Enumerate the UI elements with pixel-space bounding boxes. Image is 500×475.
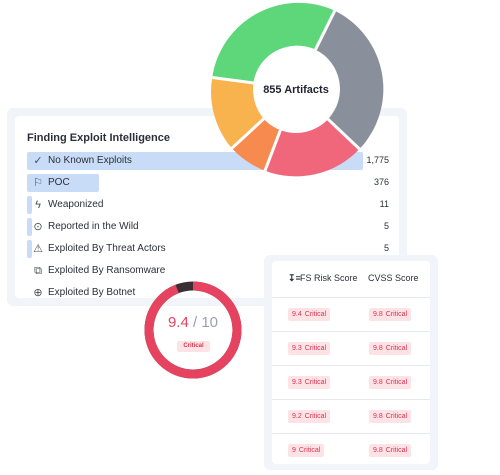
risk-table-header: ↧≡ FS Risk Score CVSS Score <box>272 261 430 298</box>
flag-icon: ⚐ <box>33 177 43 189</box>
table-row[interactable]: 9.3 Critical 9.8 Critical <box>272 332 430 366</box>
table-row[interactable]: 9 Critical 9.8 Critical <box>272 434 430 467</box>
exploit-bar <box>27 174 99 192</box>
donut-segment-red[interactable] <box>265 119 360 177</box>
exploit-bar <box>27 218 32 236</box>
donut-segment-orange[interactable] <box>231 118 281 171</box>
donut-segments: 855 Artifacts <box>211 2 384 177</box>
donut-dividers <box>212 10 361 172</box>
fs-risk-badge: 9 Critical <box>288 444 325 457</box>
cvss-badge: 9.8 Critical <box>369 342 412 355</box>
ransomware-icon: ⧉ <box>34 265 42 277</box>
exploit-row-label: Weaponized <box>48 199 104 210</box>
check-icon: ✓ <box>33 155 43 167</box>
exploit-bar <box>27 240 32 258</box>
exploit-row-label: No Known Exploits <box>48 155 132 166</box>
score-gauge <box>144 281 242 379</box>
location-pin-icon: ⊙ <box>33 221 43 233</box>
warning-icon: ⚠ <box>33 243 43 255</box>
exploit-row-weaponized[interactable]: ϟ Weaponized 11 <box>15 196 399 214</box>
exploit-row-value: 5 <box>383 243 389 253</box>
gauge-critical-badge: Critical <box>177 341 210 352</box>
exploit-row-value: 5 <box>383 221 389 231</box>
donut-segment-green[interactable] <box>212 2 335 83</box>
exploit-row-label: POC <box>48 177 70 188</box>
exploit-row-label: Exploited By Threat Actors <box>48 243 166 254</box>
exploit-row-botnet[interactable]: ⊕ Exploited By Botnet <box>15 284 399 302</box>
fs-risk-badge: 9.2 Critical <box>288 410 331 423</box>
exploit-row-poc[interactable]: ⚐ POC 376 <box>15 174 399 192</box>
exploit-panel-title: Finding Exploit Intelligence <box>27 132 171 144</box>
exploit-bar <box>27 196 32 214</box>
artifacts-count-label: 855 Artifacts <box>263 84 329 96</box>
exploit-row-label: Exploited By Ransomware <box>48 265 166 276</box>
gauge-arc <box>144 281 242 379</box>
exploit-row-threat-actors[interactable]: ⚠ Exploited By Threat Actors 5 <box>15 240 399 258</box>
donut-hole <box>253 46 339 132</box>
gauge-score-max: / 10 <box>193 314 219 331</box>
table-row[interactable]: 9.2 Critical 9.8 Critical <box>272 400 430 434</box>
gauge-score-value: 9.4 <box>167 314 189 331</box>
cvss-badge: 9.8 Critical <box>369 308 412 321</box>
fs-risk-score-header[interactable]: FS Risk Score <box>300 273 358 283</box>
risk-score-table: ↧≡ FS Risk Score CVSS Score 9.4 Critical … <box>272 261 430 464</box>
exploit-row-reported-in-the-wild[interactable]: ⊙ Reported in the Wild 5 <box>15 218 399 236</box>
cvss-badge: 9.8 Critical <box>369 444 412 457</box>
table-row[interactable]: 9.4 Critical 9.8 Critical <box>272 298 430 332</box>
fs-risk-badge: 9.4 Critical <box>288 308 331 321</box>
table-row[interactable]: 9.3 Critical 9.8 Critical <box>272 366 430 400</box>
exploit-row-value: 376 <box>373 177 389 187</box>
gauge-score-text: 9.4 / 10 <box>143 314 243 331</box>
cvss-badge: 9.8 Critical <box>369 410 412 423</box>
exploit-row-label: Exploited By Botnet <box>48 287 136 298</box>
risk-score-card: ↧≡ FS Risk Score CVSS Score 9.4 Critical … <box>264 255 438 470</box>
sort-icon[interactable]: ↧≡ <box>288 273 301 283</box>
cvss-score-header[interactable]: CVSS Score <box>368 273 419 283</box>
exploit-row-label: Reported in the Wild <box>48 221 139 232</box>
donut-segment-gray[interactable] <box>315 10 384 149</box>
exploit-row-value: 1,775 <box>366 155 389 165</box>
exploit-row-value: 11 <box>379 199 389 209</box>
fs-risk-badge: 9.3 Critical <box>288 342 331 355</box>
artifacts-donut: 855 Artifacts <box>211 2 384 177</box>
cvss-badge: 9.8 Critical <box>369 376 412 389</box>
lightning-icon: ϟ <box>35 199 41 211</box>
globe-icon: ⊕ <box>33 287 43 299</box>
fs-risk-badge: 9.3 Critical <box>288 376 331 389</box>
exploit-row-ransomware[interactable]: ⧉ Exploited By Ransomware <box>15 262 399 280</box>
